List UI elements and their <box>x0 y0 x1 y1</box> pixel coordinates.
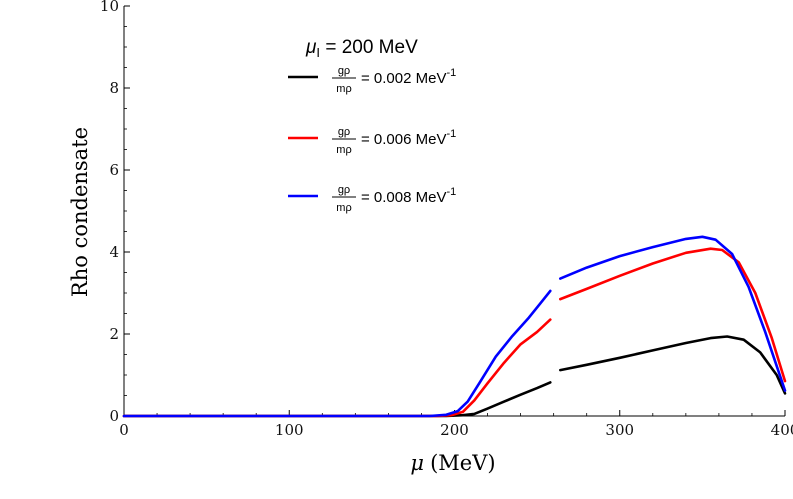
ticks: 0 100 200 300 400 0 2 4 6 8 10 <box>100 0 793 439</box>
legend-title-symbol: μ <box>305 37 317 58</box>
x-tick-label: 300 <box>605 421 634 439</box>
series-2-segment-1 <box>122 318 552 418</box>
legend-label-2: = 0.006 MeV-1 <box>361 128 456 148</box>
legend-frac-numerator: gρ <box>338 65 350 77</box>
legend-frac-numerator: gρ <box>338 126 350 138</box>
legend-label-3: = 0.008 MeV-1 <box>361 186 456 206</box>
legend-frac-denominator: mρ <box>336 83 351 95</box>
x-tick-label: 100 <box>275 421 304 439</box>
x-axis-unit: (MeV) <box>430 451 495 475</box>
series-1-segment-2 <box>559 335 787 395</box>
series-3-segment-2 <box>559 235 787 392</box>
y-tick-label: 2 <box>109 325 119 343</box>
x-axis-symbol: μ <box>410 451 424 475</box>
x-axis-title: μ (MeV) <box>410 451 495 475</box>
x-tick-label: 400 <box>771 421 793 439</box>
y-tick-label: 8 <box>109 79 119 97</box>
series-2-segment-2 <box>559 247 787 383</box>
y-tick-label: 6 <box>109 161 119 179</box>
x-tick-label: 0 <box>119 421 129 439</box>
y-axis-title: Rho condensate <box>68 127 92 297</box>
legend-frac-numerator: gρ <box>338 184 350 196</box>
series-1-segment-1 <box>122 381 552 418</box>
legend-title-subscript: I <box>316 45 320 60</box>
legend-frac-denominator: mρ <box>336 144 351 156</box>
y-tick-label: 4 <box>109 243 119 261</box>
series-3-segment-1 <box>122 289 552 418</box>
legend: μI = 200 MeV gρ mρ = 0.002 MeV-1 gρ mρ = 0.00… <box>288 37 456 214</box>
legend-title: μI = 200 MeV <box>305 37 418 60</box>
legend-label-1: = 0.002 MeV-1 <box>361 67 456 87</box>
x-tick-label: 200 <box>440 421 469 439</box>
legend-frac-denominator: mρ <box>336 202 351 214</box>
y-tick-label: 10 <box>100 0 119 15</box>
legend-title-rest: = 200 MeV <box>320 37 418 58</box>
series-lines <box>122 235 787 418</box>
y-tick-label: 0 <box>109 407 119 425</box>
